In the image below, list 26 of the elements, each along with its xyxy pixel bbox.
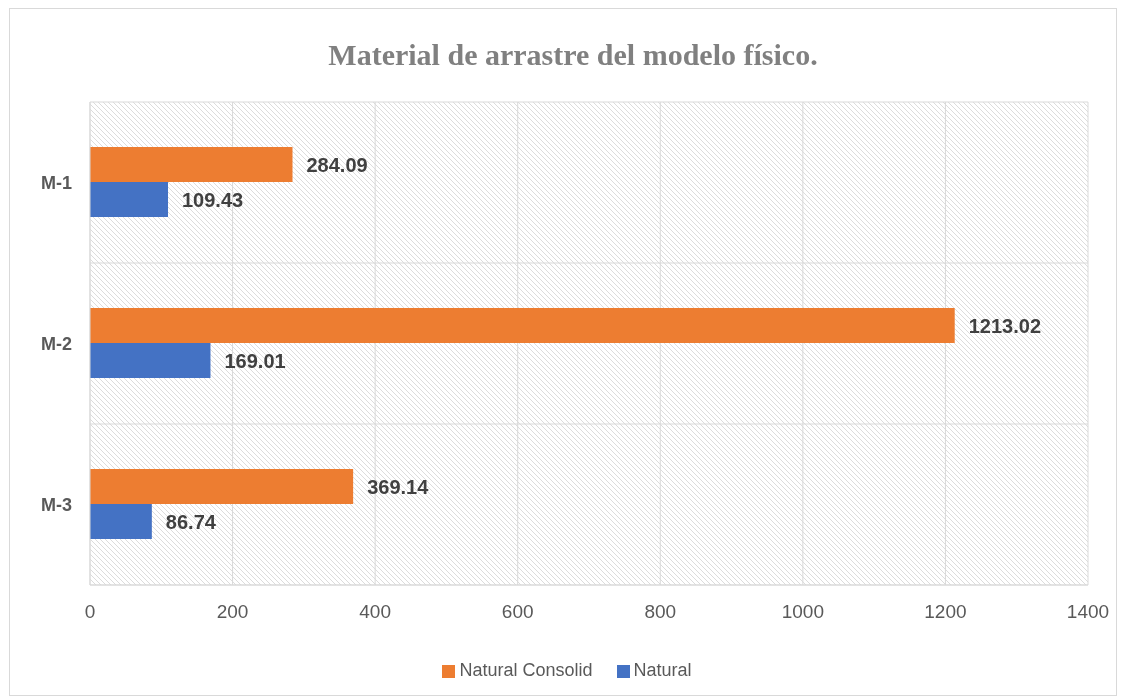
x-tick-label: 1200 [924, 601, 967, 623]
bar [90, 469, 354, 505]
data-label: 86.74 [165, 510, 217, 533]
data-label: 109.43 [182, 188, 244, 211]
x-tick-label: 600 [501, 601, 534, 623]
y-tick-label: M-1 [41, 172, 72, 193]
bar [90, 147, 293, 183]
x-tick-label: 800 [644, 601, 677, 623]
y-tick-label: M-3 [41, 494, 72, 515]
y-tick-label: M-2 [41, 333, 72, 354]
x-tick-label: 1000 [781, 601, 824, 623]
data-label: 169.01 [224, 349, 286, 372]
x-tick-label: 200 [216, 601, 249, 623]
x-tick-label: 400 [359, 601, 391, 623]
legend-label: Natural [633, 660, 692, 680]
bar [90, 343, 211, 379]
data-label: 369.14 [367, 475, 430, 498]
x-tick-label: 1400 [1066, 601, 1110, 623]
data-label: 1213.02 [968, 314, 1042, 337]
x-tick-label: 0 [84, 601, 96, 623]
bar [90, 308, 955, 344]
bar [90, 504, 152, 540]
legend-label: Natural Consolid [459, 660, 593, 680]
bar [90, 182, 169, 218]
chart-title: Material de arrastre del modelo físico. [327, 38, 819, 72]
data-label: 284.09 [306, 153, 368, 176]
